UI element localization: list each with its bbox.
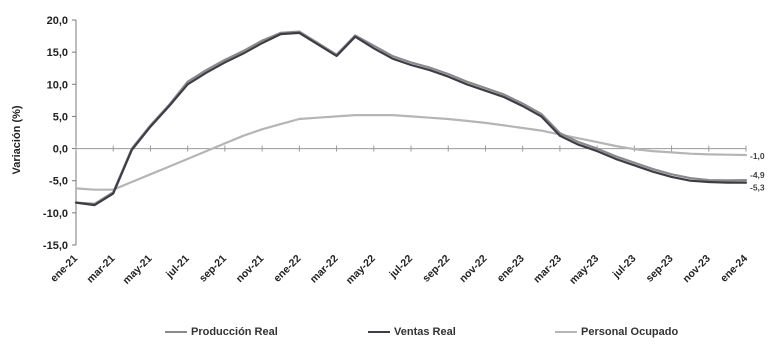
axes: [75, 20, 746, 245]
x-tick-label: mar-21: [84, 253, 117, 286]
y-tick-label: -10,0: [43, 208, 68, 220]
series-line-ventas-real: [74, 31, 748, 207]
x-tick-label: ene-23: [495, 253, 527, 285]
legend-item: Ventas Real: [368, 326, 456, 338]
legend-swatch: [368, 331, 390, 333]
y-ticks: 20,0 15,0 10,0 5,0 0,0 -5,0 -10,0 -15,0: [43, 15, 76, 252]
x-tick-label: sep-21: [197, 253, 229, 285]
x-tick-label: jul-22: [387, 253, 416, 282]
y-tick-label: 15,0: [47, 47, 68, 59]
x-tick-label: mar-23: [531, 253, 564, 286]
x-tick-label: nov-21: [234, 253, 267, 286]
legend-swatch: [165, 331, 187, 333]
series-lines: [74, 30, 748, 207]
y-tick-label: 10,0: [47, 79, 68, 91]
legend-label: Producción Real: [191, 326, 278, 338]
legend-item: Producción Real: [165, 326, 278, 338]
x-tick-label: sep-22: [420, 253, 452, 285]
legend-swatch: [555, 331, 577, 333]
x-tick-label: jul-23: [610, 253, 639, 282]
x-tick-label: may-23: [567, 253, 601, 287]
y-tick-label: 20,0: [47, 15, 68, 27]
y-tick-label: -15,0: [43, 240, 68, 252]
end-labels: -4,9 -5,3 -1,0: [750, 151, 765, 193]
y-tick-label: 0,0: [53, 144, 68, 156]
series-line-producci-n-real: [74, 30, 748, 205]
y-tick-label: -5,0: [49, 176, 68, 188]
y-tick-label: 5,0: [53, 111, 68, 123]
x-tick-label: sep-23: [644, 253, 676, 285]
series-line-personal-ocupado: [74, 113, 748, 191]
x-tick-label: may-22: [344, 253, 378, 287]
x-tick-label: nov-22: [457, 253, 490, 286]
legend-label: Ventas Real: [394, 326, 456, 338]
legend-label: Personal Ocupado: [581, 326, 679, 338]
x-tick-label: mar-22: [308, 253, 341, 286]
line-chart: Variación (%) 20,0 15,0 10,0 5,0 0,0 -5,0 -10,…: [11, 15, 765, 287]
x-tick-label: ene-21: [48, 253, 80, 285]
end-value-label: -4,9: [750, 170, 765, 180]
x-tick-label: may-21: [120, 253, 154, 287]
end-value-label: -5,3: [750, 183, 765, 193]
x-tick-label: ene-24: [718, 253, 750, 285]
x-tick-label: nov-23: [680, 253, 713, 286]
end-value-label: -1,0: [750, 151, 765, 161]
legend-item: Personal Ocupado: [555, 326, 678, 338]
x-tick-label: jul-21: [163, 253, 192, 282]
x-tick-label: ene-22: [271, 253, 303, 285]
y-axis-label: Variación (%): [11, 105, 23, 174]
legend: Producción Real Ventas Real Personal Ocupa…: [0, 326, 768, 344]
